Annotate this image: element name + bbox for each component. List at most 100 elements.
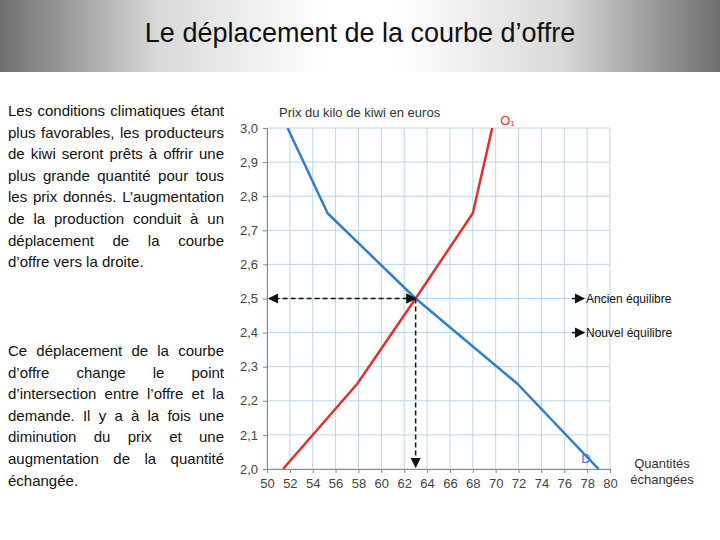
tick: 76 — [558, 469, 572, 491]
tick: 2,5 — [240, 291, 267, 306]
y-axis: 2,0 2,1 2,2 2,3 2,4 2,5 2,6 2,7 2,8 2,9 3,0 — [240, 121, 268, 477]
tick-mark — [587, 469, 588, 473]
tick: 78 — [580, 469, 594, 491]
plot-area — [283, 128, 599, 469]
tick-label: 2,7 — [240, 223, 258, 238]
grid-line — [267, 230, 610, 231]
tick: 2,0 — [240, 462, 267, 477]
series-label: O₁ — [500, 113, 515, 128]
tick-mark — [541, 469, 542, 473]
grid-line — [267, 298, 610, 299]
x-axis: 50 52 54 56 58 60 62 64 66 68 70 72 74 76 78 80 — [260, 469, 617, 491]
tick: 2,9 — [240, 155, 267, 170]
axis-line — [268, 470, 611, 474]
tick: 74 — [535, 469, 549, 491]
tick-label: 60 — [375, 476, 389, 491]
tick: 60 — [375, 469, 389, 491]
tick-mark — [263, 264, 267, 265]
tick-label: 2,4 — [240, 325, 258, 340]
tick-label: 76 — [558, 476, 572, 491]
tick-label: 72 — [512, 476, 526, 491]
tick-mark — [496, 469, 497, 473]
tick-label: 70 — [489, 476, 503, 491]
tick: 64 — [420, 469, 434, 491]
grid-line — [267, 128, 610, 129]
tick-label: 62 — [397, 476, 411, 491]
tick: 72 — [512, 469, 526, 491]
tick-mark — [313, 469, 314, 473]
tick-label: 50 — [260, 476, 274, 491]
tick-mark — [358, 469, 359, 473]
tick-mark — [263, 333, 267, 334]
grid-line — [267, 400, 610, 401]
tick: 68 — [466, 469, 480, 491]
tick: 2,8 — [240, 189, 267, 204]
tick-label: 2,3 — [240, 359, 258, 374]
tick-label: 58 — [352, 476, 366, 491]
tick: 2,1 — [240, 428, 267, 443]
tick: 66 — [443, 469, 457, 491]
tick: 70 — [489, 469, 503, 491]
tick: 3,0 — [240, 121, 267, 136]
equilibrium-quantity-line — [415, 299, 417, 468]
tick: 62 — [397, 469, 411, 491]
grid-line — [267, 162, 610, 163]
tick-label: 64 — [420, 476, 434, 491]
tick: 2,4 — [240, 325, 267, 340]
tick-mark — [564, 469, 565, 473]
tick-mark — [473, 469, 474, 473]
tick-mark — [263, 230, 267, 231]
tick-mark — [427, 469, 428, 473]
tick-label: 74 — [535, 476, 549, 491]
annotation-arrow — [572, 298, 584, 300]
equilibrium-price-line — [269, 298, 416, 300]
tick-mark — [290, 469, 291, 473]
tick-mark — [263, 162, 267, 163]
tick-label: 68 — [466, 476, 480, 491]
tick-label: 56 — [329, 476, 343, 491]
annotation: Ancien équilibre — [586, 292, 672, 306]
tick-mark — [263, 401, 267, 402]
tick-mark — [450, 469, 451, 473]
axis-line — [263, 129, 268, 470]
tick-label: 2,5 — [240, 291, 258, 306]
tick-label: 80 — [603, 476, 617, 491]
tick: 56 — [329, 469, 343, 491]
tick-label: 2,2 — [240, 393, 258, 408]
tick-label: 54 — [306, 476, 320, 491]
tick-mark — [336, 469, 337, 473]
tick-mark — [381, 469, 382, 473]
tick: 2,3 — [240, 359, 267, 374]
tick: 54 — [306, 469, 320, 491]
annotation: Nouvel équilibre — [586, 326, 672, 340]
tick-mark — [263, 128, 267, 129]
tick-mark — [263, 196, 267, 197]
tick-mark — [610, 469, 611, 473]
tick-label: 52 — [283, 476, 297, 491]
grid-line — [267, 366, 610, 367]
chart: 505254565860626466687072747678802,02,12,… — [0, 0, 720, 540]
tick-label: 3,0 — [240, 121, 258, 136]
tick-mark — [519, 469, 520, 473]
tick: 52 — [283, 469, 297, 491]
tick-label: 2,8 — [240, 189, 258, 204]
tick: 58 — [352, 469, 366, 491]
series-label: D — [581, 451, 590, 466]
tick-mark — [263, 367, 267, 368]
title: Le déplacement de la courbe d’offre — [0, 18, 720, 49]
tick: 2,6 — [240, 257, 267, 272]
tick-label: 2,1 — [240, 428, 258, 443]
tick-label: 66 — [443, 476, 457, 491]
tick-label: 2,6 — [240, 257, 258, 272]
tick: 80 — [603, 469, 617, 491]
x-axis-title: Quantitéséchangées — [630, 456, 694, 487]
tick-label: 2,0 — [240, 462, 258, 477]
tick-mark — [404, 469, 405, 473]
tick-mark — [263, 435, 267, 436]
grid-line — [267, 332, 610, 333]
tick-label: 78 — [580, 476, 594, 491]
grid — [267, 128, 610, 469]
tick: 2,7 — [240, 223, 267, 238]
tick: 2,2 — [240, 393, 267, 408]
paragraph: Ce déplacement de la courbe d’offre chan… — [8, 340, 224, 491]
